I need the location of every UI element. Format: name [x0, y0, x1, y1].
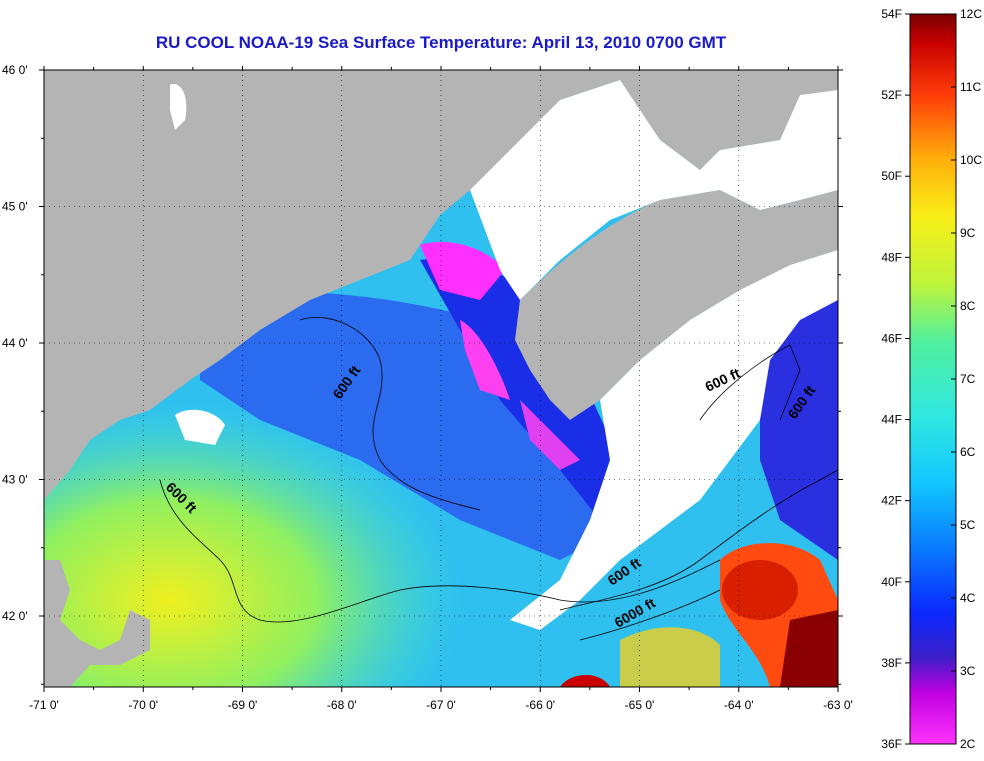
- eastern-cold-water: [760, 300, 838, 560]
- colorbar-c-label: 9C: [960, 226, 976, 240]
- lat-tick-label: 46 0': [2, 63, 28, 77]
- lon-tick-label: -63 0': [823, 698, 853, 712]
- warm-patch-south: [560, 674, 610, 687]
- map-imagery: [44, 70, 838, 687]
- colorbar-c-label: 12C: [960, 7, 982, 21]
- colorbar-f-label: 50F: [881, 169, 902, 183]
- colorbar-f-label: 48F: [881, 250, 902, 264]
- colorbar-c-label: 5C: [960, 518, 976, 532]
- colorbar-c-label: 4C: [960, 591, 976, 605]
- land-massachusetts: [44, 560, 150, 687]
- lon-tick-label: -66 0': [525, 698, 555, 712]
- lat-tick-label: 44 0': [2, 336, 28, 350]
- colorbar-c-label: 11C: [960, 80, 981, 94]
- lon-tick-label: -71 0': [29, 698, 59, 712]
- magenta-fringe-3: [520, 400, 580, 470]
- map-title: RU COOL NOAA-19 Sea Surface Temperature:…: [155, 33, 727, 52]
- colorbar-f-label: 52F: [881, 88, 902, 102]
- lat-tick-label: 43 0': [2, 473, 28, 487]
- lat-tick-label: 45 0': [2, 200, 28, 214]
- colorbar-c-label: 7C: [960, 372, 976, 386]
- colorbar-c-label: 3C: [960, 664, 976, 678]
- colorbar-c-label: 6C: [960, 445, 976, 459]
- bathymetry-contours: [159, 317, 838, 641]
- colorbar-c-label: 8C: [960, 299, 976, 313]
- lon-tick-label: -65 0': [625, 698, 655, 712]
- lon-tick-label: -70 0': [128, 698, 158, 712]
- land-maine-newbrunswick: [44, 70, 838, 500]
- lon-tick-label: -67 0': [426, 698, 456, 712]
- warm-patch-yellow: [620, 627, 720, 687]
- colorbar-f-label: 38F: [881, 656, 902, 670]
- colorbar-f-label: 42F: [881, 494, 902, 508]
- colorbar-f-label: 54F: [881, 7, 902, 21]
- lon-tick-label: -68 0': [327, 698, 357, 712]
- colorbar-ticks: 54F 52F 50F 48F 46F 44F 42F 40F 38F 36F 12C 11C 10C 9…: [881, 7, 982, 751]
- colorbar-f-label: 40F: [881, 575, 902, 589]
- cloud-bay-of-fundy: [470, 80, 838, 300]
- cloud-patch-west: [175, 409, 225, 445]
- land-nova-scotia: [515, 190, 838, 420]
- colorbar: [909, 13, 957, 745]
- map-axes: -71 0' -70 0' -69 0' -68 0' -67 0' -66 0' -65 …: [2, 63, 853, 712]
- cloud-scotian-shelf: [510, 250, 838, 630]
- colorbar-f-label: 44F: [881, 413, 902, 427]
- gulf-stream-core: [780, 610, 838, 687]
- magenta-fringe-2: [460, 320, 510, 400]
- warm-eddy-center: [722, 560, 798, 620]
- cloud-patch-north: [170, 84, 187, 130]
- colorbar-c-label: 2C: [960, 737, 976, 751]
- colorbar-f-label: 36F: [881, 737, 902, 751]
- lon-tick-label: -64 0': [724, 698, 754, 712]
- lon-tick-label: -69 0': [228, 698, 258, 712]
- colorbar-f-label: 46F: [881, 331, 902, 345]
- lat-tick-label: 42 0': [2, 609, 28, 623]
- colorbar-c-label: 10C: [960, 153, 982, 167]
